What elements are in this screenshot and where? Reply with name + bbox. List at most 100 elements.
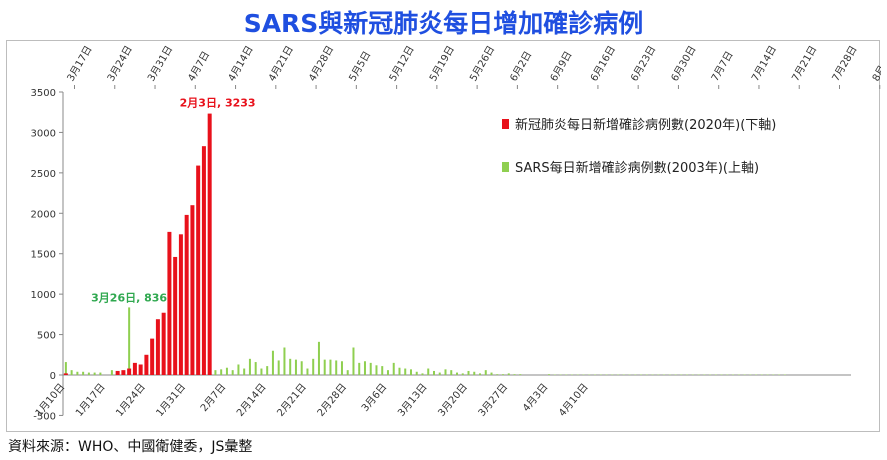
sars-bar [277,360,280,375]
sars-bar [323,359,326,375]
y-tick-label: 0 [50,371,56,382]
top-axis-label: 6月2日 [508,49,535,83]
sars-bar [409,369,412,375]
sars-bar [507,373,510,375]
sars-bar [432,370,435,375]
top-axis-label: 8月4日 [870,49,881,83]
sars-bar [456,372,458,375]
covid-bar [63,373,68,375]
sars-bar [260,368,263,375]
sars-bar [502,374,505,375]
top-axis-label: 6月30日 [669,44,699,84]
chart-title: SARS與新冠肺炎每日增加確診病例 [243,9,644,38]
sars-bar [294,359,297,375]
sars-bar [214,370,217,375]
sars-bar [415,371,418,375]
top-axis-label: 5月26日 [467,44,497,84]
top-axis-label: 7月7日 [709,49,736,83]
y-tick-label: 500 [37,331,56,342]
source-footer: 資料來源：WHO、中國衛健委，JS彙整 [8,439,253,455]
sars-bar [254,362,257,375]
covid-bar [173,256,178,375]
top-axis-label: 7月28日 [830,44,860,84]
y-tick-label: 3000 [31,128,56,139]
bottom-axis-label: 2月21日 [275,381,309,419]
sars-bar [438,372,441,375]
sars-bar [548,374,551,375]
sars-bar [93,372,96,375]
top-axis-label: 5月5日 [347,49,374,83]
covid-bar [121,370,126,375]
sars-bar [358,362,361,375]
top-axis-label: 4月14日 [226,44,256,84]
sars-bar [237,364,240,375]
sars-bar [513,374,516,375]
bottom-axis-label: 2月14日 [234,381,268,419]
sars-bar [300,361,303,375]
sars-bar [110,370,113,375]
y-tick-label: 2500 [31,169,56,180]
covid-bar [190,205,195,375]
bottom-axis-label: 1月17日 [73,381,107,419]
sars-bar [70,370,73,375]
sars-bar [398,367,401,375]
covid-bar [196,165,201,375]
legend-label-covid: 新冠肺炎每日新增確診病例數(2020年)(下軸) [515,117,776,133]
sars-bar [266,366,269,375]
sars-bar [496,374,499,375]
top-axis-label: 3月24日 [105,44,135,84]
covid-bar [127,368,132,375]
covid-bar [150,338,155,375]
sars-bar [346,370,349,375]
top-axis-label: 6月23日 [628,44,658,84]
sars-bar [329,359,332,375]
covid-bar [167,231,172,375]
legend-swatch-sars [502,162,509,172]
sars-bar [363,361,366,375]
sars-bar [381,366,384,375]
bottom-axis-label: 3月20日 [436,381,470,419]
sars-bar [87,372,90,375]
y-tick-label: 1500 [31,250,56,261]
covid-bar [144,354,149,375]
bottom-axis-label: 2月7日 [198,381,228,414]
bottom-axis-label: 1月24日 [114,381,148,419]
sars-bar [467,370,470,375]
covid-bar [138,364,143,375]
covid-bar [155,319,160,375]
top-axis-label: 4月28日 [306,44,336,84]
y-tick-label: -500 [33,411,56,422]
bottom-axis-label: 3月6日 [359,381,389,414]
covid-bar [115,370,120,375]
sars-bar [519,374,522,375]
sars-peak-annotation: 3月26日, 836 [91,291,167,304]
top-axis-label: 6月9日 [548,49,575,83]
sars-bar [444,369,447,375]
sars-bar [473,371,476,375]
sars-bar [484,370,487,375]
bottom-axis-label: 4月10日 [556,381,590,419]
sars-bar [312,358,315,375]
top-axis-label: 3月31日 [145,44,175,84]
sars-bar [369,362,372,375]
sars-bar [404,368,407,375]
sars-bar [64,362,67,375]
top-axis-label: 4月7日 [185,49,212,83]
sars-bar [427,368,430,375]
bottom-axis-label: 2月28日 [315,381,349,419]
covid-bar [161,312,166,375]
sars-bar [271,350,274,375]
y-tick-label: 2000 [31,209,56,220]
sars-bar [490,372,493,375]
sars-bar [289,358,292,375]
sars-bar [283,347,286,375]
sars-bar [386,370,389,375]
sars-bar [421,373,424,375]
covid-bar [178,234,183,375]
sars-bar [248,358,251,375]
sars-bar [76,371,79,375]
covid-bar [201,146,206,375]
top-axis-label: 3月17日 [65,44,95,84]
sars-bar [479,373,482,375]
sars-bar [225,367,228,375]
